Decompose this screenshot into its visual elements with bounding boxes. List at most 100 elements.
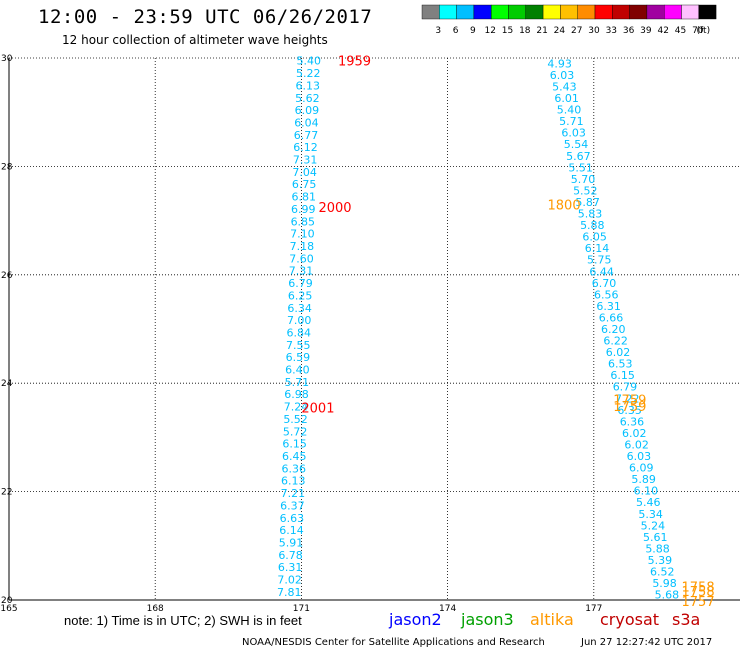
wave-height-value: 6.15 [282, 438, 307, 451]
wave-height-value: 6.05 [582, 231, 607, 244]
wave-height-value: 5.22 [296, 67, 321, 80]
color-scale-swatch [560, 4, 578, 20]
color-scale-swatch [594, 4, 613, 20]
wave-height-value: 7.24 [284, 401, 309, 414]
color-scale-label: 21 [536, 26, 547, 36]
wave-height-value: 5.54 [564, 138, 589, 151]
y-tick-label: 20 [1, 596, 13, 606]
legend-altika: altika [530, 610, 574, 629]
time-label: 1758 [682, 580, 715, 595]
wave-height-value: 6.25 [288, 289, 313, 302]
color-scale-swatch [508, 4, 526, 20]
color-scale-label: 27 [571, 26, 582, 36]
wave-height-value: 6.09 [295, 104, 320, 117]
time-label: 1759 [613, 393, 646, 408]
wave-height-value: 7.31 [293, 154, 318, 167]
color-scale-label: 12 [484, 26, 495, 36]
wave-height-value: 6.79 [613, 381, 638, 394]
wave-height-value: 6.02 [624, 438, 649, 451]
wave-height-value: 5.61 [643, 531, 668, 544]
wave-height-value: 5.43 [552, 81, 577, 94]
data-marks: 7.817.026.316.785.916.146.636.377.216.13… [277, 55, 715, 610]
color-scale-label: 18 [519, 26, 531, 36]
wave-height-value: 5.71 [285, 376, 310, 389]
wave-height-value: 5.75 [587, 254, 612, 267]
wave-height-value: 6.59 [286, 351, 311, 364]
wave-height-value: 6.36 [282, 462, 307, 475]
wave-height-value: 5.39 [648, 554, 673, 567]
wave-height-value: 5.98 [652, 577, 677, 590]
wave-height-value: 6.84 [286, 326, 311, 339]
time-label: 1757 [682, 595, 715, 610]
wave-height-value: 6.98 [284, 388, 309, 401]
legend-jason2: jason2 [388, 610, 442, 629]
legend-cryosat: cryosat [600, 610, 659, 629]
color-scale-swatch [542, 4, 561, 20]
wave-height-value: 5.88 [645, 542, 670, 555]
axis-labels: 165 168 171 174 177 20 22 24 26 28 30 [0, 54, 602, 614]
legend-s3a: s3a [672, 610, 700, 629]
wave-height-value: 7.31 [289, 265, 314, 278]
wave-height-value: 5.89 [631, 473, 656, 486]
wave-height-value: 6.02 [606, 346, 631, 359]
color-scale-legend: 3 6 9 12 15 18 21 24 27 30 33 36 39 42 45 70(ft) [421, 4, 717, 36]
wave-height-value: 6.78 [278, 549, 303, 562]
wave-height-value: 6.13 [296, 79, 321, 92]
color-scale-swatch [439, 4, 457, 20]
wave-height-value: 6.31 [596, 300, 621, 313]
wave-height-value: 7.22 [615, 392, 640, 405]
color-scale-swatch [577, 4, 596, 20]
wave-height-value: 6.75 [292, 178, 317, 191]
wave-height-value: 7.21 [281, 487, 306, 500]
wave-height-value: 6.03 [627, 450, 652, 463]
color-scale-swatch [629, 4, 648, 20]
color-scale-label: 30 [588, 26, 600, 36]
wave-height-value: 5.88 [580, 219, 605, 232]
y-tick-label: 30 [1, 54, 13, 64]
wave-height-value: 7.00 [287, 314, 312, 327]
color-scale-label: 45 [675, 26, 686, 36]
wave-height-value: 6.10 [634, 485, 659, 498]
color-scale-label: 70 [692, 26, 704, 36]
plot-area [8, 57, 740, 601]
wave-height-value: 5.40 [557, 104, 582, 117]
color-scale-swatch [612, 4, 630, 20]
wave-height-value: 7.18 [290, 240, 315, 253]
time-label: 2001 [301, 402, 334, 417]
wave-height-value: 6.45 [282, 450, 307, 463]
color-scale-label: 3 [435, 26, 441, 36]
color-scale-swatch [664, 4, 682, 20]
wave-height-value: 6.03 [550, 69, 575, 82]
wave-height-value: 5.52 [573, 184, 598, 197]
wave-height-value: 6.22 [603, 335, 628, 348]
y-tick-label: 26 [1, 271, 13, 281]
wave-height-value: 5.91 [279, 536, 304, 549]
wave-height-value: 6.79 [288, 277, 313, 290]
color-scale-label: 42 [657, 26, 668, 36]
wave-height-value: 7.04 [292, 166, 317, 179]
time-label: 1758 [682, 585, 715, 600]
wave-height-value: 6.04 [294, 116, 319, 129]
wave-height-value: 6.44 [589, 265, 614, 278]
wave-height-value: 5.71 [559, 115, 584, 128]
wave-height-value: 6.35 [617, 404, 642, 417]
timestamp-text: Jun 27 12:27:42 UTC 2017 [580, 637, 712, 648]
wave-height-value: 6.02 [622, 427, 647, 440]
x-tick-label: 168 [147, 604, 164, 614]
wave-height-value: 7.81 [277, 586, 302, 599]
wave-height-value: 6.63 [280, 512, 305, 525]
wave-height-value: 5.72 [283, 425, 308, 438]
wave-height-value: 6.53 [608, 358, 633, 371]
wave-height-value: 4.93 [547, 57, 572, 70]
wave-height-value: 6.31 [278, 561, 303, 574]
time-label: 1959 [338, 55, 371, 70]
color-scale-label: 15 [502, 26, 513, 36]
color-scale-label: 33 [606, 26, 617, 36]
time-label: 2000 [318, 201, 351, 216]
wave-height-value: 6.99 [291, 203, 316, 216]
legend-jason3: jason3 [460, 610, 514, 629]
wave-height-value: 7.02 [277, 574, 302, 587]
wave-height-value: 6.85 [291, 215, 316, 228]
color-scale-swatch [473, 4, 492, 20]
